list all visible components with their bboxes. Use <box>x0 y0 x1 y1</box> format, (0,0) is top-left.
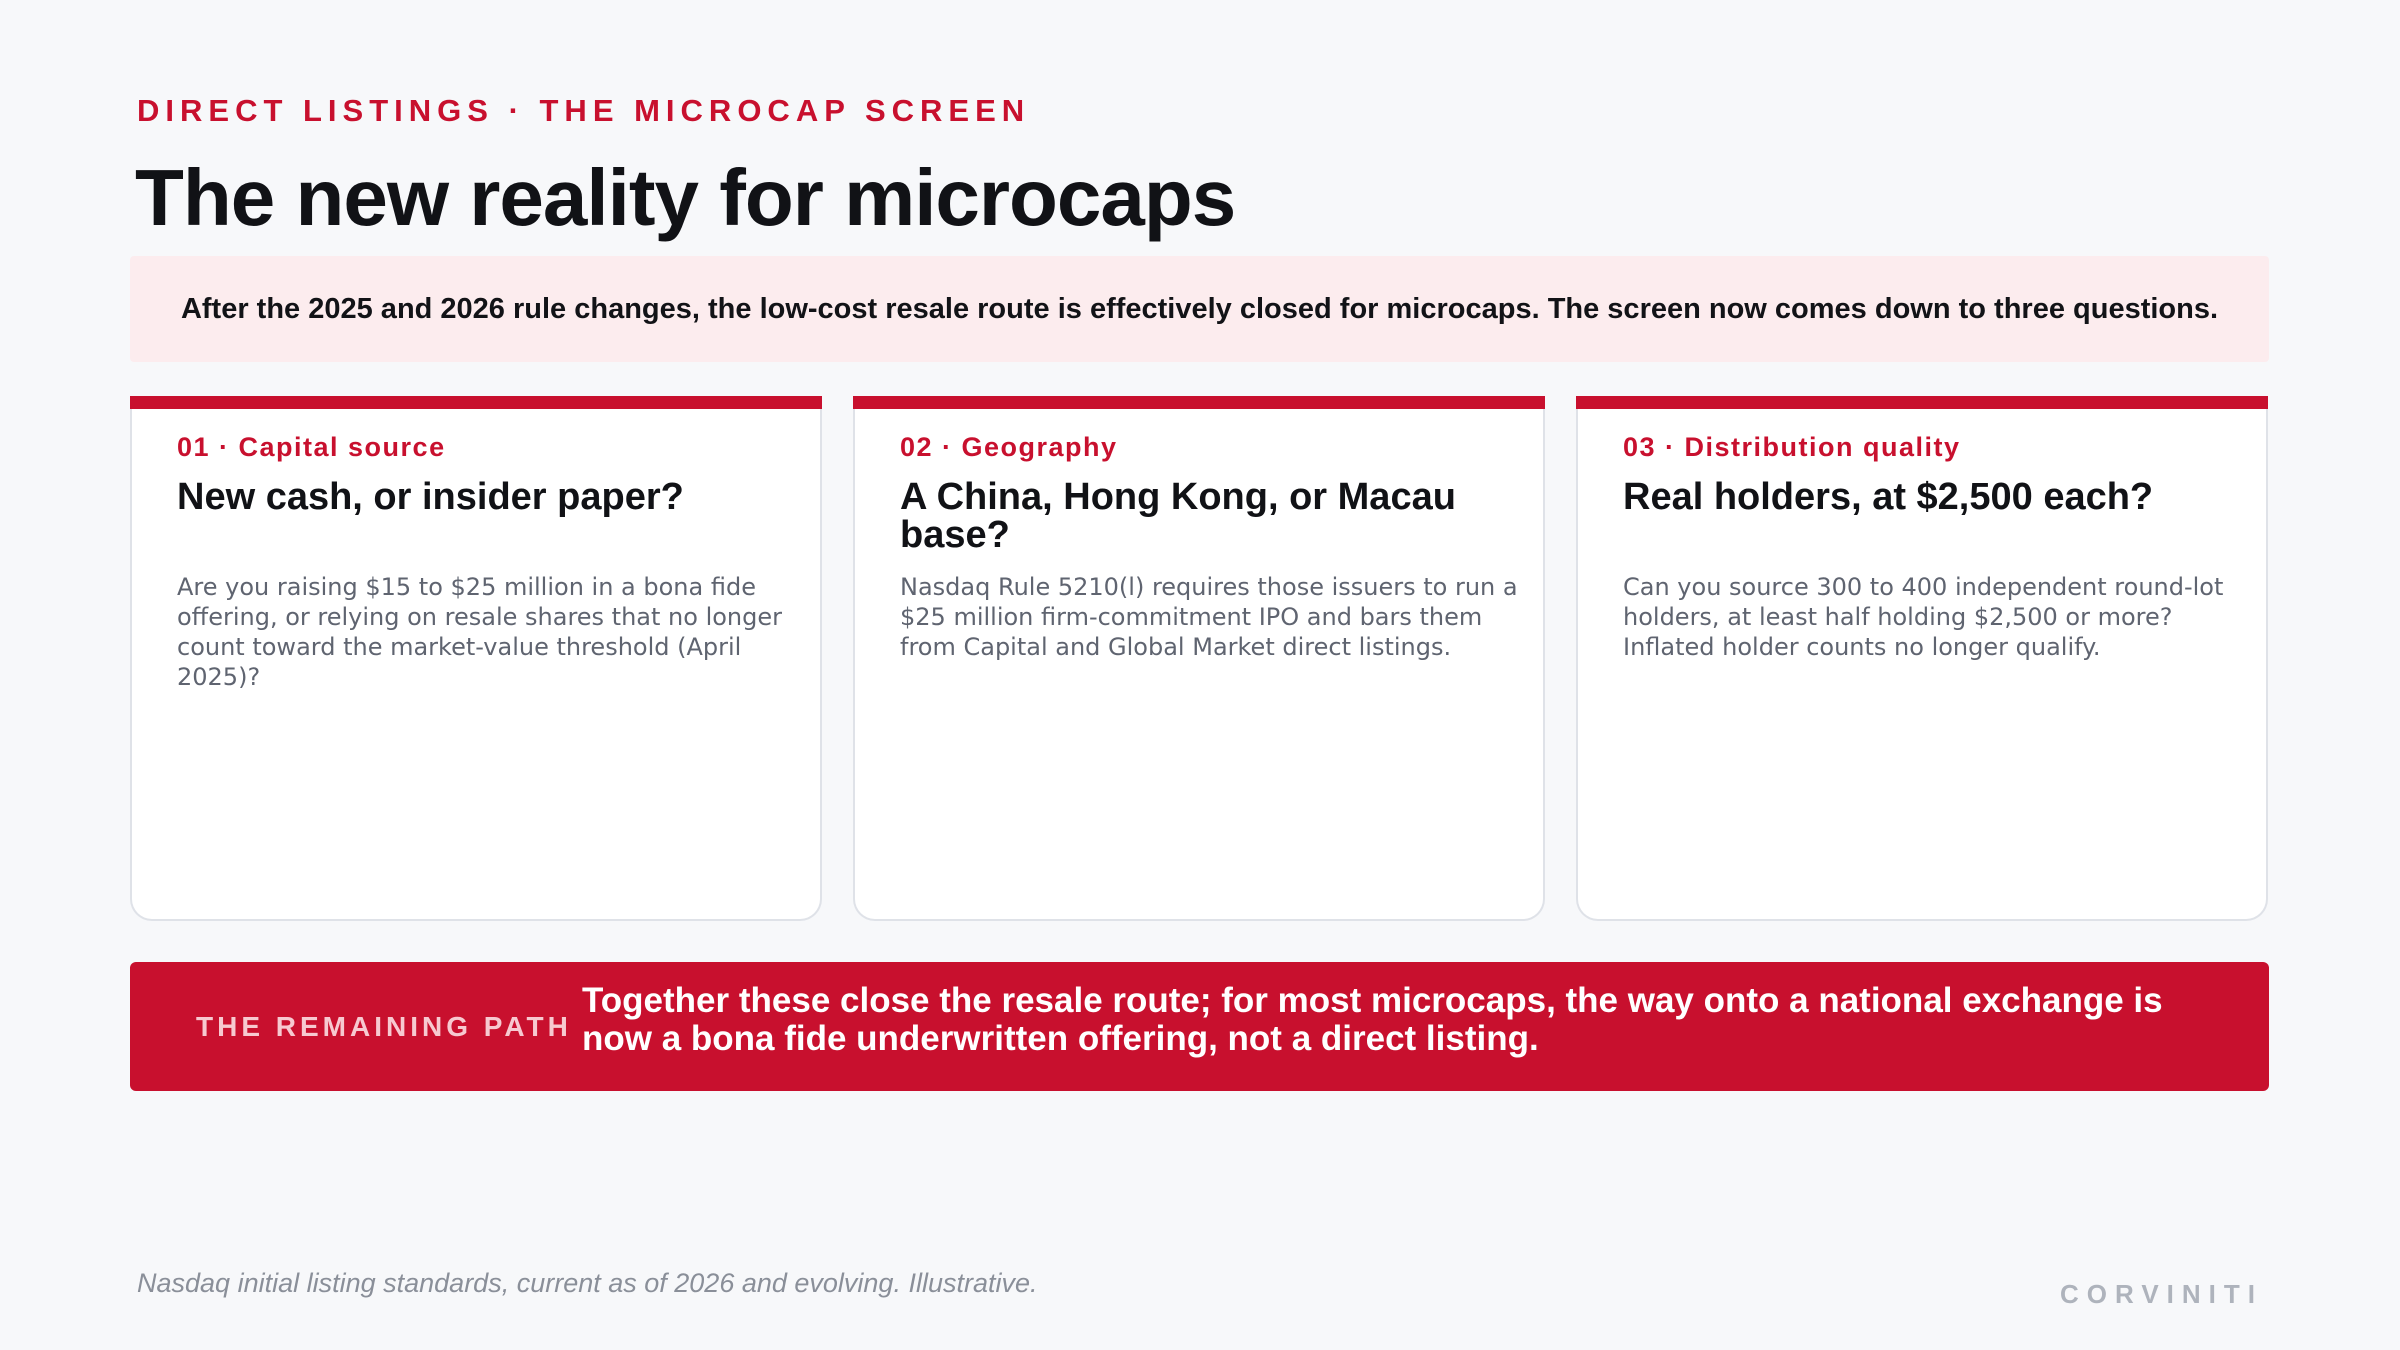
remaining-path-text: Together these close the resale route; f… <box>582 981 2163 1058</box>
card-body: Are you raising $15 to $25 million in a … <box>177 573 783 691</box>
question-card-capital-source: 01 · Capital source New cash, or insider… <box>130 396 822 921</box>
page-title: The new reality for microcaps <box>135 153 1236 242</box>
intro-text: After the 2025 and 2026 rule changes, th… <box>180 292 2219 325</box>
card-label: 03 · Distribution quality <box>1623 432 1961 462</box>
card-accent-bar <box>1576 396 2268 409</box>
footnote: Nasdaq initial listing standards, curren… <box>137 1268 1038 1298</box>
card-body: Can you source 300 to 400 independent ro… <box>1623 573 2224 661</box>
question-card-geography: 02 · Geography A China, Hong Kong, or Ma… <box>853 396 1545 921</box>
remaining-path-label: THE REMAINING PATH <box>196 1010 572 1042</box>
card-accent-bar <box>853 396 1545 409</box>
card-heading: A China, Hong Kong, or Macau base? <box>900 476 1456 556</box>
intro-callout: After the 2025 and 2026 rule changes, th… <box>130 256 2269 362</box>
question-card-distribution-quality: 03 · Distribution quality Real holders, … <box>1576 396 2268 921</box>
card-heading: New cash, or insider paper? <box>177 476 684 518</box>
brand-logo: CORVINITI <box>2060 1279 2263 1309</box>
card-accent-bar <box>130 396 822 409</box>
card-label: 02 · Geography <box>900 432 1118 462</box>
card-body: Nasdaq Rule 5210(l) requires those issue… <box>900 573 1518 661</box>
card-label: 01 · Capital source <box>177 432 446 462</box>
remaining-path-banner: THE REMAINING PATH Together these close … <box>130 962 2269 1091</box>
card-heading: Real holders, at $2,500 each? <box>1623 476 2154 518</box>
section-kicker: DIRECT LISTINGS · THE MICROCAP SCREEN <box>137 93 1031 128</box>
